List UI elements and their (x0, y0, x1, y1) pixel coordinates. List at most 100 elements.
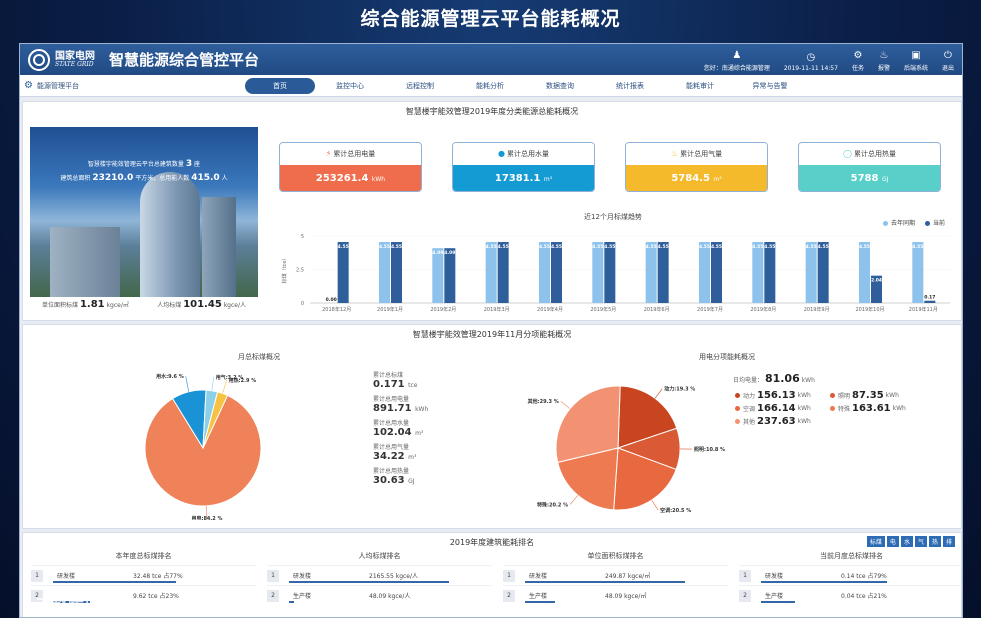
bar (752, 242, 764, 303)
building-unit: 座 (194, 161, 201, 168)
annual-overview-panel: 智慧楼宇能效管理2019年度分类能源总能耗概况 智慧楼宇能效管理云平台总建筑数量… (22, 101, 962, 321)
stat-unit: kWh (415, 406, 429, 413)
tab-analysis[interactable]: 能耗分析 (476, 81, 504, 90)
ranking-filter-button[interactable]: 水 (900, 536, 913, 547)
tab-home[interactable]: 首页 (245, 77, 315, 94)
bar (391, 242, 402, 303)
unit-area-value: 1.81 (79, 299, 105, 310)
bar-data-label: 4.55 (806, 244, 817, 250)
monitor-icon: ▣ (911, 50, 921, 61)
ranking-row[interactable]: 1 研发楼 249.87 kgce/㎡ (503, 565, 728, 585)
backend-button[interactable]: ▣ 后端系统 (904, 50, 928, 73)
datetime: 2019-11-11 14:57 (783, 65, 838, 72)
bar-data-label: 4.55 (699, 244, 710, 250)
ranking-filter-button[interactable]: 气 (914, 536, 927, 547)
ranking-row[interactable]: 1 研发楼 0.14 tce 占79% (739, 565, 962, 585)
ranking-column: 人均标煤排名 1 研发楼 2165.55 kgce/人 2 生产楼 48.09 kgce/人 (267, 551, 492, 605)
brand-en: STATE GRID (55, 60, 94, 68)
bar-data-label: 4.09 (432, 250, 443, 256)
bar-data-label: 4.55 (711, 244, 722, 250)
logout-label: 退出 (941, 65, 954, 72)
rank-bar: 研发楼 249.87 kgce/㎡ (525, 569, 724, 583)
pie-leader-line (185, 376, 189, 392)
bar-data-label: 4.55 (646, 244, 657, 250)
bar-data-label: 4.55 (498, 244, 509, 250)
rank-value: 48.09 kgce/人 (369, 592, 411, 600)
platform-name: 智慧能源综合管控平台 (109, 51, 260, 69)
ranking-row[interactable]: 2 生产楼 48.09 kgce/㎡ (503, 585, 728, 605)
building-shape (50, 227, 120, 297)
x-tick-label: 2019年6月 (644, 306, 670, 313)
kpi-value: 5788 (850, 173, 879, 184)
tab-report[interactable]: 统计报表 (616, 81, 644, 90)
tab-remote[interactable]: 远程控制 (406, 81, 434, 90)
bar (711, 242, 722, 303)
bar-data-label: 4.55 (859, 244, 870, 250)
ranking-filter-button[interactable]: 热 (928, 536, 941, 547)
elec-breakdown-pie: 动力:19.3 % 照明:10.8 % 空调:20.5 % 特殊:20.2 % 其他:2… (528, 385, 725, 514)
stat-gas: 累计总用气量 34.22 m³ (373, 442, 433, 462)
stat-label: 累计总用热量 (373, 468, 410, 475)
total-pie-title: 月总标煤概况 (238, 353, 280, 361)
logout-button[interactable]: ⏻ 退出 (941, 50, 954, 73)
rank-bar-fill (289, 600, 294, 603)
y-tick-label: 0 (301, 301, 304, 307)
tab-query[interactable]: 数据查询 (546, 81, 574, 90)
kpi-unit: m³ (713, 176, 722, 183)
ranking-column-title: 单位面积标煤排名 (587, 552, 644, 560)
tab-audit[interactable]: 能耗审计 (686, 81, 714, 90)
power-icon: ⏻ (944, 50, 952, 61)
tab-monitor[interactable]: 监控中心 (336, 81, 364, 90)
legend-last-year[interactable]: 去年同期 (882, 218, 915, 227)
kpi-unit: m³ (543, 176, 553, 183)
kpi-label: 累计总用热量 (853, 150, 896, 158)
monthly-panel: 智慧楼宇能效管理2019年11月分项能耗概况 月总标煤概况 用电:84.2 % 用… (22, 324, 962, 529)
y-tick-label: 2.5 (296, 268, 304, 274)
user-menu[interactable]: ♟ 您好：南通综合能源管理 (704, 51, 770, 73)
elec-item-list: 动力 156.13 kWh 照明 87.35 kWh 空调 166.14 kWh 特殊 163.61… (735, 390, 925, 427)
building-people-unit: 人 (221, 175, 228, 183)
bar (485, 242, 497, 303)
bar-data-label: 4.55 (604, 244, 615, 250)
building-shape (202, 197, 236, 297)
nav-home[interactable]: ⚙ 能源管理平台 (20, 80, 245, 91)
ranking-filter-button[interactable]: 标煤 (866, 536, 885, 547)
tab-alarm[interactable]: 异常与告警 (752, 81, 788, 90)
bar-data-label: 4.55 (551, 244, 562, 250)
ranking-row[interactable]: 1 研发楼 32.48 tce 占77% (31, 565, 256, 585)
ranking-toolbar: 标煤电水气热排 (866, 536, 955, 547)
stat-unit: tce (408, 382, 418, 389)
legend-label: 当前 (932, 220, 945, 227)
ranking-row[interactable]: 2 生产楼 48.09 kgce/人 (267, 585, 492, 605)
ranking-row[interactable]: 2 生产楼 0.04 tce 占21% (739, 585, 962, 605)
ranking-row[interactable]: 2 9.62 tce 占23% (31, 585, 256, 605)
bar-data-label: 4.55 (379, 244, 390, 250)
ranking-filter-button[interactable]: 排 (942, 536, 955, 547)
alarm-button[interactable]: ♨ 报警 (878, 51, 890, 73)
clock: ◷ 2019-11-11 14:57 (783, 53, 838, 73)
rank-building-name: 生产楼 (293, 592, 312, 600)
elec-item: 其他 237.63 kWh (735, 416, 830, 427)
legend-current[interactable]: 当前 (924, 218, 945, 227)
bar-data-label: 4.55 (818, 244, 829, 250)
bar-data-label: 4.55 (539, 244, 550, 250)
kpi-gas: ♨ 累计总用气量 5784.5 m³ (625, 142, 768, 192)
rank-building-name: 研发楼 (765, 572, 784, 580)
pie-slice-label: 用电:84.2 % (190, 515, 222, 520)
ranking-row[interactable]: 1 研发楼 2165.55 kgce/人 (267, 565, 492, 585)
elec-item-value: 163.61 (852, 403, 891, 414)
bar-data-label: 4.55 (391, 244, 402, 250)
elec-item-unit: kWh (797, 405, 811, 412)
task-button[interactable]: ⚙ 任务 (852, 51, 864, 73)
rank-value: 32.48 tce 占77% (133, 572, 183, 580)
page-title: 综合能源管理云平台能耗概况 (360, 8, 621, 30)
rank-bar: 研发楼 2165.55 kgce/人 (289, 569, 488, 583)
ranking-filter-button[interactable]: 电 (886, 536, 899, 547)
elec-item-unit: kWh (885, 392, 899, 399)
rank-number: 1 (267, 569, 279, 582)
legend-dot (830, 393, 835, 398)
lightning-icon: ⚡ (325, 149, 332, 158)
legend-dot (830, 406, 835, 411)
ranking-column: 本年度总标煤排名 1 研发楼 32.48 tce 占77% 2 9.62 tce 占23% (31, 551, 256, 605)
brand: 国家电网 STATE GRID (55, 51, 95, 69)
